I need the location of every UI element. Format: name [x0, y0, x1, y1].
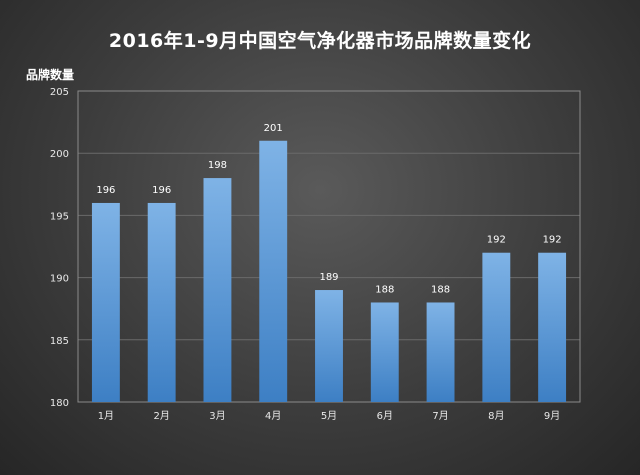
bar	[426, 302, 455, 402]
bar	[482, 252, 511, 402]
x-tick-label: 2月	[153, 410, 169, 422]
y-axis-label: 品牌数量	[26, 68, 75, 82]
data-label: 196	[152, 185, 171, 196]
y-tick-label: 205	[50, 87, 69, 98]
bar	[315, 290, 343, 402]
x-tick-label: 9月	[544, 410, 560, 422]
bar	[203, 178, 232, 402]
data-label: 188	[431, 284, 450, 295]
data-label: 201	[264, 123, 283, 134]
y-tick-label: 200	[50, 149, 69, 160]
bars	[91, 140, 567, 402]
data-labels: 196 196 198 201 189 188 188 192 192	[96, 123, 561, 296]
x-tick-label: 5月	[321, 410, 337, 422]
bar	[370, 302, 399, 402]
bar	[538, 252, 567, 402]
y-axis-ticks: 180 185 190 195 200 205	[50, 87, 69, 409]
x-tick-label: 7月	[432, 410, 448, 422]
data-label: 192	[543, 235, 562, 246]
x-tick-label: 8月	[488, 410, 504, 422]
bar	[259, 140, 288, 402]
bar	[147, 202, 176, 402]
data-label: 189	[319, 272, 338, 283]
y-tick-label: 185	[50, 336, 69, 347]
x-tick-label: 3月	[209, 410, 225, 422]
y-tick-label: 195	[50, 211, 69, 222]
data-label: 198	[208, 160, 227, 171]
bar	[91, 202, 120, 402]
data-label: 188	[375, 284, 394, 295]
data-label: 192	[487, 235, 506, 246]
data-label: 196	[96, 185, 115, 196]
y-tick-label: 180	[50, 398, 69, 409]
chart-title: 2016年1-9月中国空气净化器市场品牌数量变化	[108, 30, 532, 52]
x-axis-ticks: 1月 2月 3月 4月 5月 6月 7月 8月 9月	[98, 410, 561, 422]
x-tick-label: 1月	[98, 410, 114, 422]
y-tick-label: 190	[50, 274, 69, 285]
x-tick-label: 6月	[377, 410, 393, 422]
x-tick-label: 4月	[265, 410, 281, 422]
